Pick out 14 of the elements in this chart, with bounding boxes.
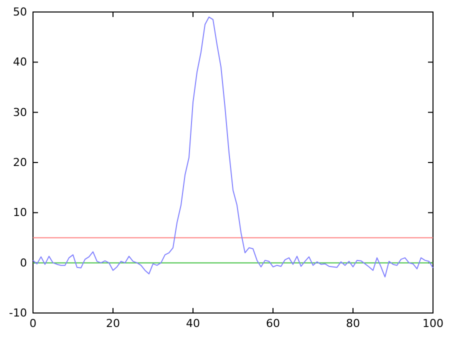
y-tick-label: -10 [9, 306, 27, 320]
x-tick-label: 40 [186, 316, 200, 330]
x-tick-label: 60 [266, 316, 280, 330]
y-tick-label: 10 [13, 206, 27, 220]
x-tick-label: 20 [106, 316, 120, 330]
y-tick-label: 0 [20, 256, 27, 270]
x-tick-label: 0 [30, 316, 36, 330]
line-series [32, 16, 434, 278]
x-tick-label: 100 [422, 316, 444, 330]
x-tick-label: 80 [346, 316, 360, 330]
y-tick-label: 30 [13, 106, 27, 119]
y-tick-label: 40 [13, 56, 27, 69]
y-tick-label: 50 [13, 6, 27, 19]
y-tick-label: 20 [13, 156, 27, 170]
